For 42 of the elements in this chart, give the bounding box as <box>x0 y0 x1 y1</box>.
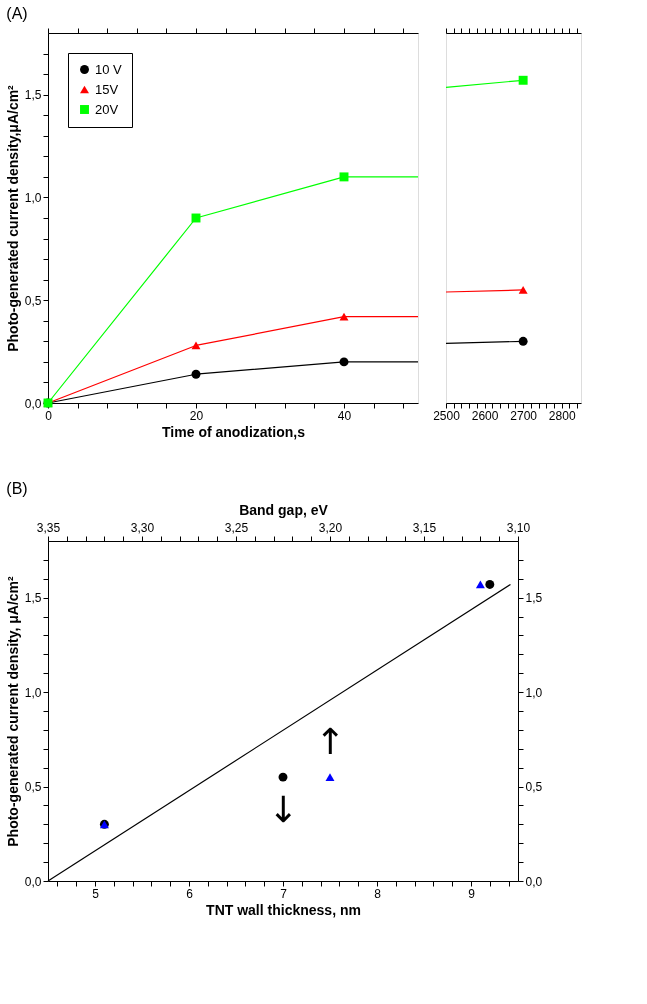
y-tick-label: 0,5 <box>24 293 42 308</box>
x-tick-label: 2600 <box>471 408 499 423</box>
y-tick-label: 1,5 <box>24 88 42 103</box>
y2-tick-label: 0,5 <box>525 780 543 795</box>
x-tick-label: 5 <box>92 886 100 901</box>
x2-tick-label: 3,35 <box>36 520 61 535</box>
y-tick-label: 0,5 <box>24 780 42 795</box>
legend-label: 20V <box>95 101 119 117</box>
x-tick-label: 2700 <box>510 408 538 423</box>
y-tick-label: 1,0 <box>24 685 42 700</box>
y-tick-label: 0,0 <box>24 874 42 889</box>
x-tick-label: 0 <box>45 408 53 423</box>
x2-tick-label: 3,30 <box>130 520 155 535</box>
y2-tick-label: 0,0 <box>525 874 543 889</box>
x2-tick-label: 3,20 <box>318 520 343 535</box>
x2-tick-label: 3,15 <box>412 520 437 535</box>
x-tick-label: 7 <box>280 886 288 901</box>
y2-tick-label: 1,5 <box>525 591 543 606</box>
annotation: ↓ <box>267 789 299 831</box>
y2-tick-label: 1,0 <box>525 685 543 700</box>
y-axis-title: Photo-generated current density,μA/cm² <box>4 84 21 352</box>
legend-label: 10 V <box>95 61 123 77</box>
x-axis-title: TNT wall thickness, nm <box>206 901 361 918</box>
x-tick-label: 2500 <box>433 408 461 423</box>
x-tick-label: 8 <box>374 886 382 901</box>
chart-title: (B) <box>6 480 28 497</box>
chart-title: (A) <box>6 4 28 22</box>
x2-axis-title: Band gap, eV <box>239 501 329 518</box>
x-tick-label: 40 <box>337 408 352 423</box>
annotation: ↑ <box>314 721 346 763</box>
y-tick-label: 1,5 <box>24 591 42 606</box>
x-axis-title: Time of anodization,s <box>162 423 306 440</box>
x-tick-label: 9 <box>468 886 476 901</box>
x-tick-label: 6 <box>186 886 194 901</box>
legend-label: 15V <box>95 81 119 97</box>
x2-tick-label: 3,10 <box>506 520 531 535</box>
x2-tick-label: 3,25 <box>224 520 249 535</box>
x-tick-label: 20 <box>189 408 204 423</box>
y-axis-title: Photo-generated current density, μA/cm² <box>4 575 21 847</box>
y-tick-label: 1,0 <box>24 190 42 205</box>
x-tick-label: 2800 <box>548 408 576 423</box>
y-tick-label: 0,0 <box>24 396 42 411</box>
